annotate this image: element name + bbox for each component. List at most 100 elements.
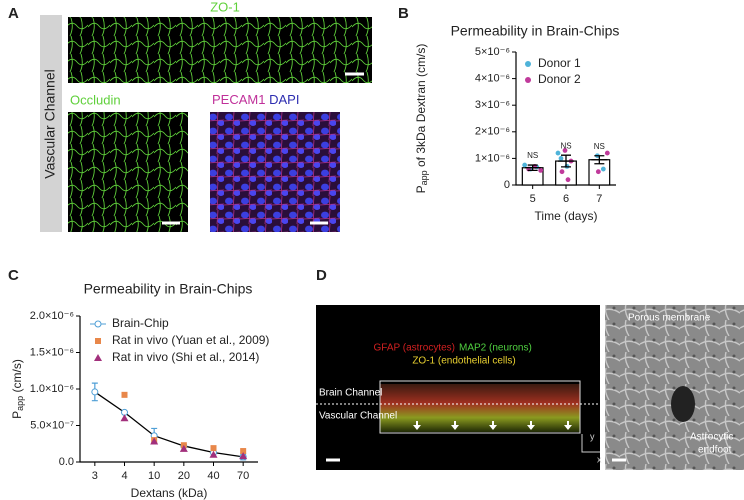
legend-swatch — [525, 77, 531, 83]
sem-label: Porous membrane — [628, 313, 711, 324]
y-axis-label: Papp (cm/s) — [10, 359, 25, 419]
y-tick-label: 0 — [504, 179, 510, 191]
y-tick-label: 2×10⁻⁶ — [475, 126, 510, 138]
marker — [120, 414, 129, 422]
x-tick-label: 4 — [121, 470, 127, 482]
panel-label: C — [8, 267, 19, 284]
data-point — [522, 162, 528, 168]
data-point — [538, 167, 544, 173]
y-tick-label: 3×10⁻⁶ — [475, 99, 510, 111]
y-tick-label: 2.0×10⁻⁶ — [30, 310, 74, 322]
micrograph — [68, 17, 372, 83]
sem-label: Astrocytic — [690, 432, 733, 443]
legend-swatch — [94, 354, 102, 361]
chart-title: Permeability in Brain-Chips — [451, 23, 620, 39]
error-bar — [524, 164, 541, 172]
legend-label: Brain-Chip — [112, 316, 169, 330]
data-point — [555, 150, 561, 156]
annotation: NS — [594, 142, 605, 151]
x-axis-label: Dextans (kDa) — [131, 486, 208, 500]
y-label-part: P — [414, 185, 428, 193]
marker — [240, 448, 247, 455]
data-point — [558, 156, 564, 161]
legend-text: MAP2 (neurons) — [459, 343, 532, 354]
legend-label: Donor 1 — [538, 56, 581, 70]
y-tick-label: 1.0×10⁻⁶ — [30, 383, 74, 395]
series-line — [94, 391, 244, 458]
image-caption: Occludin — [70, 92, 121, 107]
y-tick-label: 5×10⁻⁶ — [475, 46, 510, 58]
x-tick-label: 7 — [596, 193, 602, 205]
caption-part: PECAM1 — [212, 92, 265, 107]
data-point — [565, 177, 571, 183]
legend-label: Rat in vivo (Shi et al., 2014) — [112, 350, 259, 364]
annotation: NS — [527, 151, 538, 160]
sem-image — [605, 305, 744, 470]
panel-label: B — [398, 5, 409, 22]
data-point — [604, 150, 610, 156]
marker — [209, 450, 218, 458]
axis-letter: x — [597, 454, 602, 464]
y-tick-label: 5.0×10⁻⁷ — [30, 419, 74, 431]
marker — [239, 452, 248, 460]
y-label-sub: app — [15, 396, 25, 411]
channel-label: Vascular Channel — [319, 411, 397, 422]
legend-swatch — [525, 61, 531, 67]
annotation: NS — [560, 141, 571, 150]
y-label-sub: app — [419, 170, 429, 185]
y-label-part: of 3kDa Dextran (cm/s) — [414, 44, 428, 171]
y-label-part: P — [10, 411, 24, 419]
chart-title: Permeability in Brain-Chips — [84, 281, 253, 297]
arrows — [413, 421, 572, 430]
legend-swatch — [94, 320, 102, 328]
image-caption: PECAM1 DAPI — [212, 92, 299, 107]
frame — [379, 380, 581, 434]
y-tick-label: 1×10⁻⁶ — [475, 152, 510, 164]
axis-letter: y — [590, 431, 595, 441]
x-tick-label: 10 — [148, 470, 160, 482]
marker — [210, 445, 217, 452]
side-label: Vascular Channel — [42, 69, 58, 178]
panel-label: A — [8, 5, 19, 22]
legend-text: ZO-1 (endothelial cells) — [412, 356, 515, 367]
data-point — [595, 169, 601, 175]
marker — [150, 437, 159, 445]
legend-text: GFAP (astrocytes) — [373, 343, 455, 354]
marker — [91, 388, 99, 396]
sem-label: endfoot — [698, 445, 732, 456]
caption-part: DAPI — [269, 92, 299, 107]
x-tick-label: 20 — [178, 470, 190, 482]
x-tick-label: 6 — [563, 193, 569, 205]
data-point — [562, 148, 568, 153]
x-axis-label: Time (days) — [535, 209, 598, 223]
micrograph — [210, 112, 340, 232]
legend-label: Donor 2 — [538, 72, 581, 86]
z-stack — [380, 384, 580, 432]
y-tick-label: 1.5×10⁻⁶ — [30, 346, 74, 358]
image-caption: ZO-1 — [210, 0, 240, 14]
error-bar — [558, 154, 574, 168]
error-bar — [591, 155, 608, 165]
marker — [179, 444, 188, 452]
x-tick-label: 70 — [237, 470, 249, 482]
marker — [121, 391, 128, 398]
y-label-part: (cm/s) — [10, 359, 24, 396]
x-tick-label: 40 — [207, 470, 219, 482]
y-tick-label: 4×10⁻⁶ — [475, 73, 510, 85]
data-point — [559, 169, 565, 175]
panel-label: D — [316, 267, 327, 284]
legend-swatch — [95, 338, 101, 344]
data-point — [600, 166, 606, 172]
micrograph — [68, 112, 188, 232]
channel-bar — [40, 15, 62, 232]
x-tick-label: 5 — [530, 193, 536, 205]
x-tick-label: 3 — [92, 470, 98, 482]
y-axis-label: Papp of 3kDa Dextran (cm/s) — [414, 44, 429, 194]
pore — [671, 386, 695, 422]
channel-label: Brain Channel — [319, 388, 382, 399]
axis-triad — [581, 434, 600, 453]
y-tick-label: 0.0 — [59, 456, 74, 468]
legend-label: Rat in vivo (Yuan et al., 2009) — [112, 333, 269, 347]
